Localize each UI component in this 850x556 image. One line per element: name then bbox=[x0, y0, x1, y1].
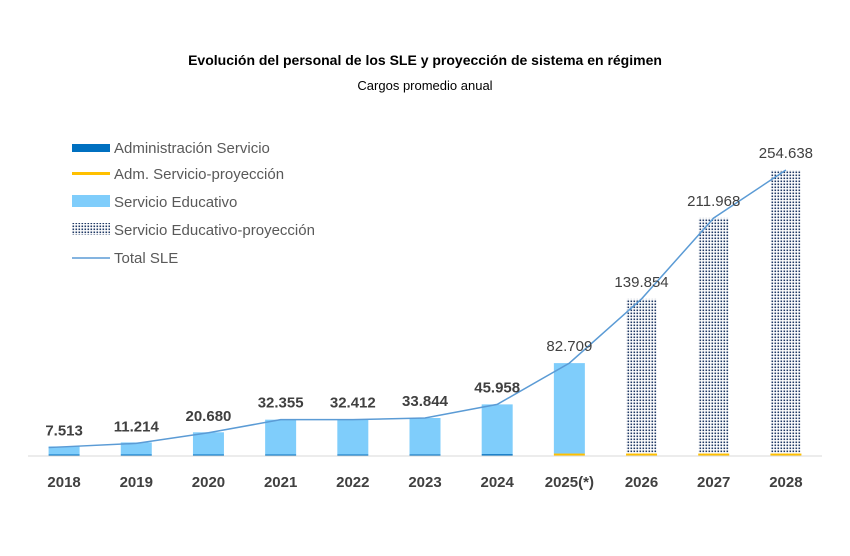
bar-admin-8 bbox=[626, 453, 658, 456]
bar-educ-6 bbox=[481, 404, 513, 455]
x-tick-0: 2018 bbox=[47, 474, 80, 491]
x-tick-9: 2027 bbox=[697, 474, 730, 491]
bar-educ-5 bbox=[409, 417, 441, 455]
legend-label-total: Total SLE bbox=[114, 250, 178, 267]
total-sle-line bbox=[48, 169, 787, 449]
bar-educ-2 bbox=[192, 432, 224, 455]
bar-educ-proj-9 bbox=[698, 217, 730, 454]
x-tick-6: 2024 bbox=[480, 474, 514, 491]
legend-swatch-educ bbox=[72, 195, 110, 207]
bar-admin-5 bbox=[409, 454, 441, 456]
legend-label-admin: Administración Servicio bbox=[114, 140, 270, 157]
legend-item-educ-proj: Servicio Educativo-proyección bbox=[72, 222, 315, 239]
data-label-8: 139.854 bbox=[614, 274, 668, 291]
legend-label-admin-proj: Adm. Servicio-proyección bbox=[114, 166, 284, 183]
total-line-layer bbox=[48, 169, 787, 449]
bar-admin-6 bbox=[481, 454, 513, 456]
data-label-0: 7.513 bbox=[45, 423, 83, 440]
x-tick-5: 2023 bbox=[408, 474, 441, 491]
data-labels-layer: 7.513 11.214 20.680 32.355 32.412 33.844 45.95… bbox=[45, 145, 813, 440]
x-tick-labels: 2018 2019 2020 2021 2022 2023 2024 2025(*) 2026 2… bbox=[47, 474, 802, 491]
data-label-7: 82.709 bbox=[546, 338, 592, 355]
bar-educ-4 bbox=[337, 419, 369, 455]
chart-subtitle: Cargos promedio anual bbox=[357, 78, 493, 93]
bar-educ-3 bbox=[265, 419, 297, 455]
data-label-10: 254.638 bbox=[759, 145, 813, 162]
data-label-2: 20.680 bbox=[186, 408, 232, 425]
x-tick-3: 2021 bbox=[264, 474, 297, 491]
x-tick-8: 2026 bbox=[625, 474, 658, 491]
data-label-4: 32.412 bbox=[330, 395, 376, 412]
bar-admin-7 bbox=[553, 453, 585, 456]
bar-educ-proj-8 bbox=[626, 298, 658, 454]
chart-title: Evolución del personal de los SLE y proy… bbox=[188, 52, 662, 68]
legend: Administración Servicio Adm. Servicio-pr… bbox=[72, 140, 315, 267]
legend-item-admin: Administración Servicio bbox=[72, 140, 270, 157]
data-label-5: 33.844 bbox=[402, 393, 449, 410]
legend-item-admin-proj: Adm. Servicio-proyección bbox=[72, 166, 284, 183]
data-label-6: 45.958 bbox=[474, 379, 520, 396]
legend-swatch-educ-proj bbox=[72, 223, 110, 235]
legend-item-total: Total SLE bbox=[72, 250, 178, 267]
bar-admin-4 bbox=[337, 454, 369, 456]
legend-swatch-admin bbox=[72, 144, 110, 152]
x-tick-7: 2025(*) bbox=[545, 474, 594, 491]
bar-admin-10 bbox=[770, 453, 802, 456]
data-label-9: 211.968 bbox=[687, 193, 740, 210]
bar-educ-proj-10 bbox=[770, 170, 802, 454]
legend-swatch-admin-proj bbox=[72, 172, 110, 175]
bar-educ-1 bbox=[120, 442, 152, 455]
bar-admin-1 bbox=[120, 454, 152, 456]
bar-educ-7 bbox=[553, 363, 585, 454]
bar-admin-0 bbox=[48, 454, 80, 456]
bar-admin-2 bbox=[192, 454, 224, 456]
bar-educ-0 bbox=[48, 446, 80, 455]
bars-layer bbox=[48, 170, 802, 456]
x-tick-1: 2019 bbox=[120, 474, 153, 491]
x-tick-10: 2028 bbox=[769, 474, 802, 491]
bar-admin-9 bbox=[698, 453, 730, 456]
bar-admin-3 bbox=[265, 454, 297, 456]
x-tick-4: 2022 bbox=[336, 474, 369, 491]
x-tick-2: 2020 bbox=[192, 474, 225, 491]
legend-label-educ-proj: Servicio Educativo-proyección bbox=[114, 222, 315, 239]
data-label-1: 11.214 bbox=[114, 418, 160, 435]
legend-item-educ: Servicio Educativo bbox=[72, 194, 237, 211]
legend-label-educ: Servicio Educativo bbox=[114, 194, 237, 211]
data-label-3: 32.355 bbox=[258, 395, 304, 412]
